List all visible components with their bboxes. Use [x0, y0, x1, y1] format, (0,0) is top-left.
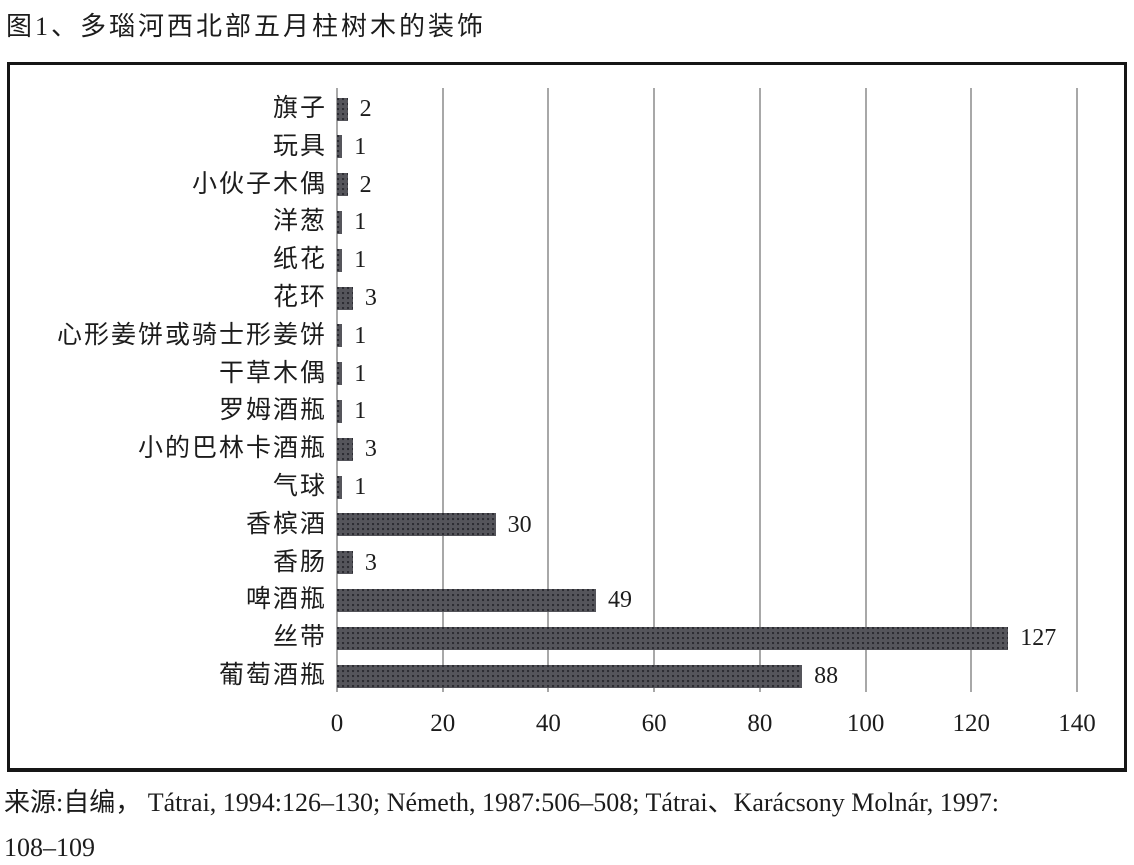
bar	[337, 551, 353, 575]
source-note: 来源:自编， Tátrai, 1994:126–130; Németh, 198…	[4, 780, 999, 865]
value-label: 1	[354, 360, 367, 387]
category-label: 罗姆酒瓶	[218, 397, 327, 425]
chart-frame: 旗子 2 玩具 1 小伙子木偶 2 洋葱 1 纸花 1 花环 3 心形姜饼或骑士形姜饼 1 干草木偶 1 罗姆酒…	[7, 62, 1127, 772]
bar	[337, 362, 343, 386]
value-label: 1	[354, 474, 367, 500]
gridline	[653, 88, 656, 692]
value-label: 88	[814, 663, 839, 689]
category-label: 葡萄酒瓶	[218, 662, 327, 689]
value-label: 127	[1020, 625, 1057, 652]
value-label: 2	[359, 96, 372, 122]
value-label: 3	[364, 285, 377, 311]
value-label: 49	[608, 587, 632, 614]
bar	[337, 664, 803, 688]
bar	[337, 173, 348, 197]
bar	[337, 588, 596, 612]
value-label: 3	[364, 549, 377, 576]
x-tick-label: 40	[535, 710, 561, 737]
bar	[337, 437, 353, 461]
x-tick-label: 140	[1058, 710, 1096, 737]
bar	[337, 626, 1009, 650]
category-label: 花环	[272, 284, 327, 311]
gridline	[864, 88, 867, 692]
value-label: 2	[359, 171, 372, 198]
value-label: 1	[354, 133, 367, 160]
bar	[337, 286, 353, 310]
source-line-2: 108–109	[4, 833, 95, 862]
bar	[337, 513, 496, 537]
x-tick-label: 120	[952, 710, 991, 737]
bar	[337, 475, 343, 499]
gridline	[970, 88, 973, 692]
x-tick-label: 80	[747, 710, 773, 737]
figure-title: 图1、多瑙河西北部五月柱树木的装饰	[6, 12, 487, 41]
category-label: 丝带	[272, 624, 327, 652]
x-tick-label: 100	[846, 710, 885, 737]
category-label: 心形姜饼或骑士形姜饼	[56, 321, 327, 349]
category-label: 洋葱	[272, 208, 327, 236]
value-label: 1	[354, 322, 367, 349]
category-label: 干草木偶	[218, 359, 327, 387]
category-label: 玩具	[272, 132, 327, 160]
x-tick-label: 0	[330, 710, 344, 737]
source-line-1: 来源:自编， Tátrai, 1994:126–130; Németh, 198…	[4, 788, 999, 817]
category-label: 纸花	[272, 246, 327, 274]
bar	[337, 97, 348, 121]
category-label: 啤酒瓶	[245, 586, 327, 614]
category-label: 小伙子木偶	[191, 170, 327, 198]
gridline	[547, 88, 550, 692]
category-label: 旗子	[272, 95, 327, 122]
value-label: 3	[364, 436, 377, 463]
x-tick-label: 60	[641, 710, 667, 737]
category-label: 气球	[272, 473, 327, 500]
category-label: 香肠	[272, 548, 327, 576]
value-label: 1	[354, 209, 367, 236]
bar	[337, 324, 343, 348]
category-label: 小的巴林卡酒瓶	[137, 435, 327, 463]
value-label: 30	[507, 511, 532, 538]
bar	[337, 135, 343, 159]
bar	[337, 248, 343, 272]
bar	[337, 210, 343, 234]
value-label: 1	[354, 247, 367, 274]
bar	[337, 399, 343, 423]
gridline	[1076, 88, 1078, 692]
x-tick-label: 20	[430, 710, 456, 737]
value-label: 1	[354, 398, 367, 425]
gridline	[441, 88, 444, 692]
gridline	[758, 88, 761, 692]
category-label: 香槟酒	[245, 510, 327, 538]
gridline	[336, 88, 338, 692]
